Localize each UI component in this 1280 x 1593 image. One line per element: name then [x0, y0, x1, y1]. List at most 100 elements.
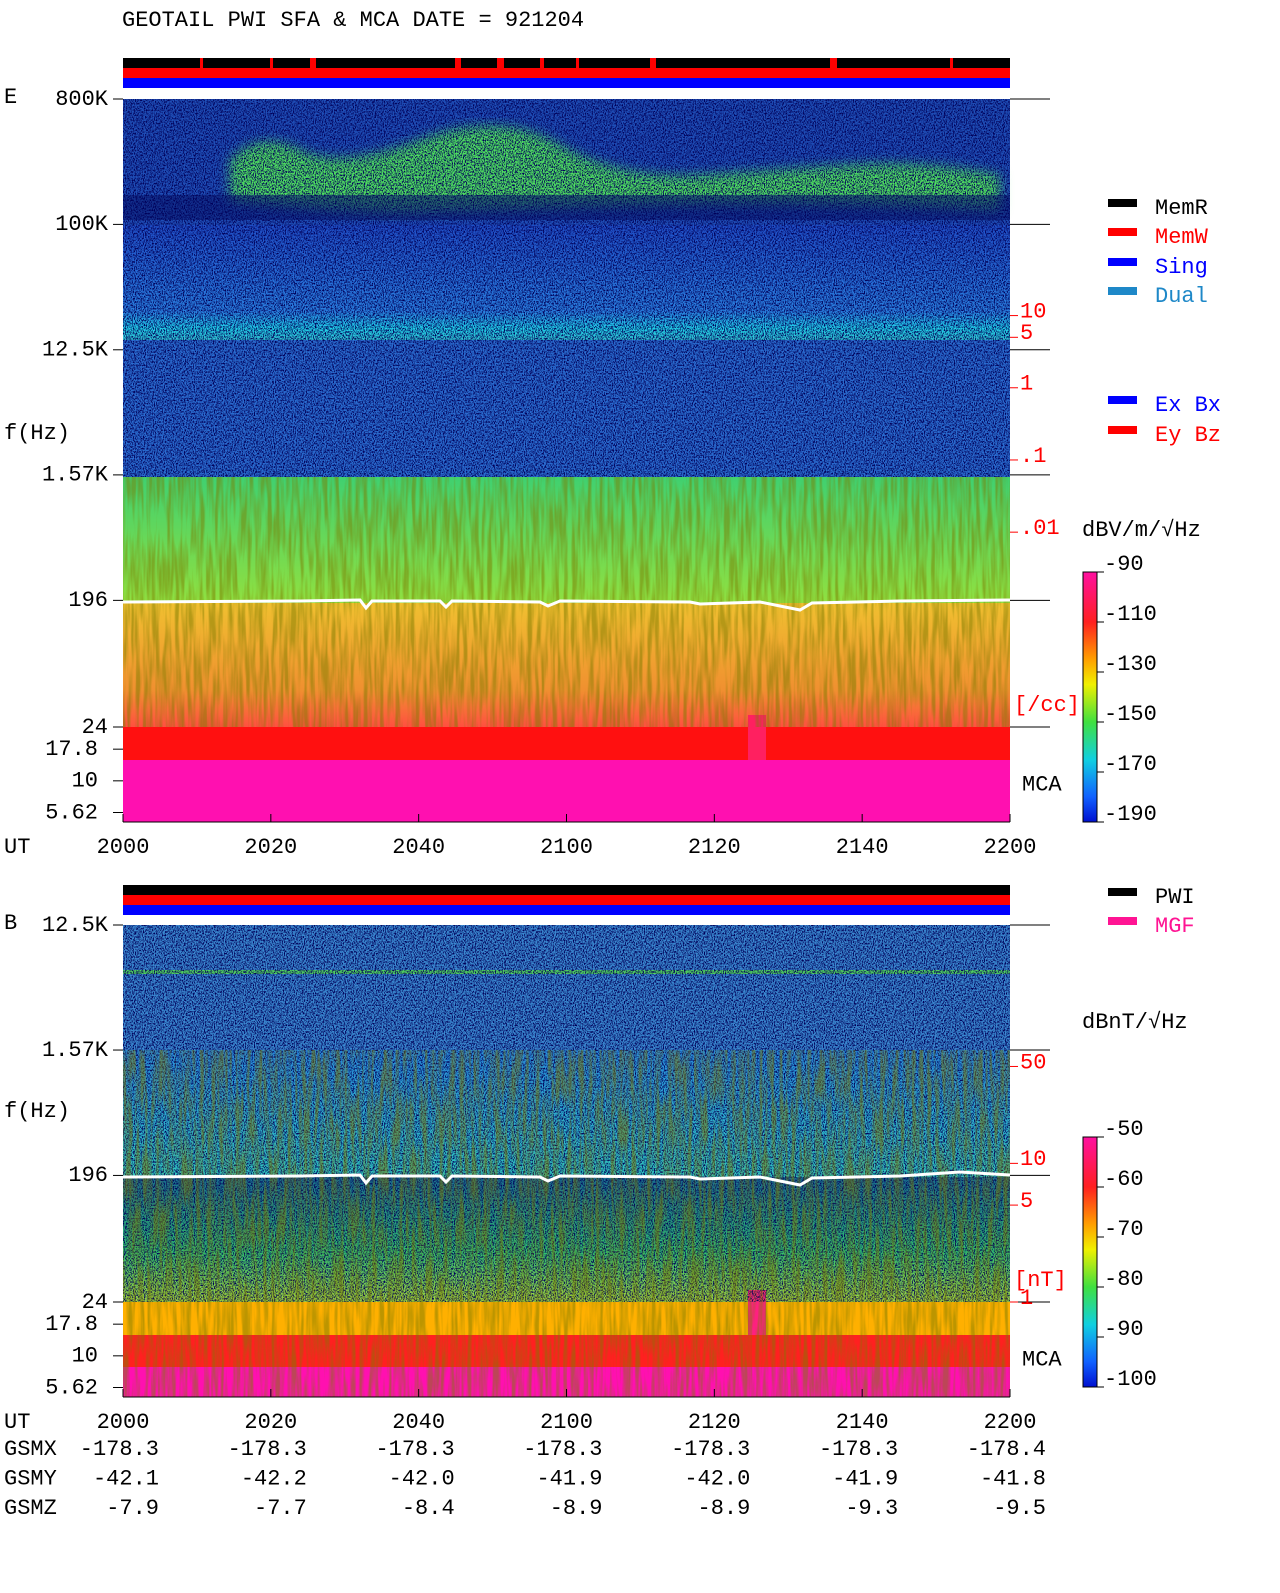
mca-tick-label: 5.62 [45, 1375, 98, 1400]
legend-swatch [1108, 396, 1137, 404]
legend-swatch [1108, 228, 1137, 236]
orbit-value: -41.9 [536, 1466, 602, 1491]
colorbar [1082, 1136, 1098, 1388]
orbit-value: -41.8 [980, 1466, 1046, 1491]
x-tick-label: 2000 [97, 835, 150, 860]
mca-tick-label: 10 [72, 769, 98, 794]
y-tick-label: 100K [55, 212, 109, 237]
y2-tick-label: 10 [1020, 1147, 1046, 1172]
colorbar [1082, 571, 1098, 823]
legend-swatch [1108, 917, 1137, 925]
y-tick-label: 1.57K [42, 1038, 109, 1063]
colorbar-tick-label: -70 [1104, 1217, 1144, 1242]
orbit-value: -178.3 [80, 1437, 159, 1462]
y2-tick-label: 5 [1020, 321, 1033, 346]
orbit-value: -42.1 [93, 1466, 159, 1491]
x-tick-label: 2020 [244, 1410, 297, 1435]
y-tick-label: 12.5K [42, 913, 109, 938]
legend-label: Ex Bx [1155, 393, 1221, 418]
y2-axis-label: [nT] [1014, 1268, 1067, 1293]
x-tick-label: 2140 [836, 835, 889, 860]
y2-tick-label: 10 [1020, 299, 1046, 324]
x-tick-label: 2140 [836, 1410, 889, 1435]
mode-bars [123, 58, 1010, 915]
orbit-value: -42.0 [684, 1466, 750, 1491]
x-tick-label: 2120 [688, 835, 741, 860]
y-axis-label: f(Hz) [4, 421, 70, 446]
legend-label: MGF [1155, 914, 1195, 939]
colorbar-label: dBnT/√Hz [1082, 1010, 1188, 1035]
x-tick-label: 2100 [540, 1410, 593, 1435]
y-axis-label: f(Hz) [4, 1099, 70, 1124]
y2-tick-label: 1 [1020, 1286, 1033, 1311]
orbit-value: -42.2 [241, 1466, 307, 1491]
x-tick-label: 2200 [984, 1410, 1037, 1435]
x-tick-label: 2120 [688, 1410, 741, 1435]
x-axis-label: UT [4, 1410, 30, 1435]
mca-label: MCA [1022, 1347, 1062, 1372]
orbit-value: -9.5 [993, 1496, 1046, 1521]
legend-label: MemW [1155, 225, 1209, 250]
orbit-row-label: GSMY [4, 1466, 57, 1491]
orbit-value: -178.3 [375, 1437, 454, 1462]
orbit-value: -178.3 [819, 1437, 898, 1462]
orbit-value: -7.7 [254, 1496, 307, 1521]
y-tick-label: 1.57K [42, 463, 109, 488]
y2-tick-label: 1 [1020, 372, 1033, 397]
y-tick-label: 12.5K [42, 338, 109, 363]
colorbar-tick-label: -90 [1104, 552, 1144, 577]
y-tick-label: 24 [82, 715, 108, 740]
colorbar-tick-label: -90 [1104, 1317, 1144, 1342]
legend-label: Sing [1155, 255, 1208, 280]
spectrogram-e [122, 99, 1011, 822]
orbit-row-label: GSMX [4, 1437, 57, 1462]
colorbar-label: dBV/m/√Hz [1082, 518, 1201, 543]
y-tick-label: 196 [68, 588, 108, 613]
y-tick-label: 800K [55, 87, 109, 112]
legend-swatch [1108, 199, 1137, 207]
legend-label: PWI [1155, 885, 1195, 910]
spectrogram-b [122, 925, 1011, 1397]
y2-tick-label: .1 [1020, 444, 1046, 469]
mca-label: MCA [1022, 772, 1062, 797]
orbit-value: -8.9 [550, 1496, 603, 1521]
orbit-value: -8.4 [402, 1496, 455, 1521]
orbit-value: -7.9 [106, 1496, 159, 1521]
colorbar-tick-label: -130 [1104, 652, 1157, 677]
y-tick-label: 24 [82, 1290, 108, 1315]
x-tick-label: 2000 [97, 1410, 150, 1435]
x-tick-label: 2020 [244, 835, 297, 860]
legend-swatch [1108, 426, 1137, 434]
orbit-value: -178.3 [228, 1437, 307, 1462]
x-tick-label: 2040 [392, 1410, 445, 1435]
panel-label: B [4, 911, 17, 936]
y2-tick-label: 5 [1020, 1189, 1033, 1214]
panel-label: E [4, 85, 17, 110]
x-tick-label: 2040 [392, 835, 445, 860]
legend-swatch [1108, 888, 1137, 896]
title: GEOTAIL PWI SFA & MCA DATE = 921204 [122, 8, 584, 33]
orbit-value: -178.4 [967, 1437, 1046, 1462]
colorbar-tick-label: -190 [1104, 802, 1157, 827]
colorbar-tick-label: -110 [1104, 602, 1157, 627]
mca-tick-label: 17.8 [45, 1312, 98, 1337]
colorbar-tick-label: -150 [1104, 702, 1157, 727]
colorbar-tick-label: -170 [1104, 752, 1157, 777]
mca-tick-label: 5.62 [45, 800, 98, 825]
orbit-value: -178.3 [671, 1437, 750, 1462]
colorbar-tick-label: -100 [1104, 1367, 1157, 1392]
colorbar-tick-label: -80 [1104, 1267, 1144, 1292]
legend-label: MemR [1155, 196, 1208, 221]
y2-tick-label: .01 [1020, 516, 1060, 541]
colorbar-tick-label: -50 [1104, 1117, 1144, 1142]
x-axis-label: UT [4, 835, 30, 860]
y2-tick-label: 50 [1020, 1050, 1046, 1075]
colorbar-tick-label: -60 [1104, 1167, 1144, 1192]
y2-axis-label: [/cc] [1014, 693, 1080, 718]
orbit-value: -178.3 [523, 1437, 602, 1462]
y-tick-label: 196 [68, 1163, 108, 1188]
orbit-value: -41.9 [832, 1466, 898, 1491]
orbit-value: -8.9 [698, 1496, 751, 1521]
mca-tick-label: 17.8 [45, 737, 98, 762]
